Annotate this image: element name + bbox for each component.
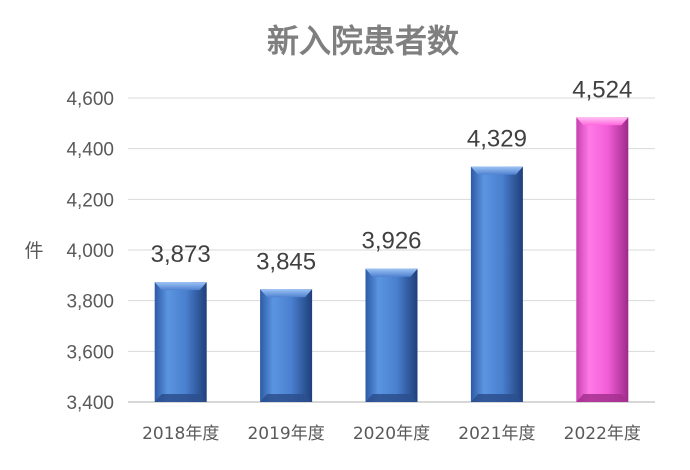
bar-body xyxy=(470,166,523,402)
bar-base xyxy=(365,394,418,402)
y-tick-label: 3,800 xyxy=(66,292,114,313)
bar-body xyxy=(365,268,418,402)
category-label: 2019年度 xyxy=(247,424,324,444)
bar-body xyxy=(260,289,313,402)
bar-base xyxy=(576,394,629,402)
bar-cap xyxy=(365,268,418,277)
category-label: 2020年度 xyxy=(353,424,430,444)
y-tick-label: 3,400 xyxy=(66,393,114,414)
x-axis-categories: 2018年度 2019年度 2020年度 2021年度 2022年度 xyxy=(142,424,641,444)
data-labels: 3,873 3,845 3,926 4,329 4,524 xyxy=(151,76,633,275)
data-label: 4,329 xyxy=(467,126,527,153)
bar xyxy=(365,268,418,402)
gridlines xyxy=(128,97,655,403)
bar-base xyxy=(470,394,523,402)
data-label: 3,926 xyxy=(361,228,421,255)
category-label: 2022年度 xyxy=(564,424,641,444)
y-axis-label: 件 xyxy=(24,240,43,262)
bar-body xyxy=(576,117,629,403)
y-axis-ticks: 3,400 3,600 3,800 4,000 4,200 4,400 4,600 xyxy=(66,89,114,414)
data-label: 3,845 xyxy=(256,248,316,275)
bars xyxy=(154,117,629,403)
y-tick-label: 4,600 xyxy=(66,89,114,110)
bar-body xyxy=(154,282,207,402)
bar-cap xyxy=(576,117,629,126)
chart-title: 新入院患者数 xyxy=(267,22,460,60)
bar-base xyxy=(154,394,207,402)
bar-cap xyxy=(470,166,523,175)
y-tick-label: 4,400 xyxy=(66,140,114,161)
bar-cap xyxy=(154,282,207,291)
bar xyxy=(576,117,629,403)
data-label: 4,524 xyxy=(572,76,632,103)
bar xyxy=(470,166,523,402)
bar xyxy=(260,289,313,402)
category-label: 2021年度 xyxy=(458,424,535,444)
bar xyxy=(154,282,207,402)
bar-cap xyxy=(260,289,313,298)
data-label: 3,873 xyxy=(151,241,211,268)
y-tick-label: 4,200 xyxy=(66,190,114,211)
category-label: 2018年度 xyxy=(142,424,219,444)
y-tick-label: 3,600 xyxy=(66,342,114,363)
y-tick-label: 4,000 xyxy=(66,241,114,262)
bar-base xyxy=(260,394,313,402)
